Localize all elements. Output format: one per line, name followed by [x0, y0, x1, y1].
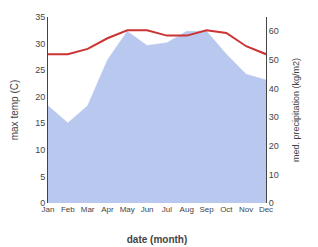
svg-text:10: 10 — [35, 145, 45, 155]
svg-text:50: 50 — [269, 55, 279, 65]
svg-text:30: 30 — [35, 39, 45, 49]
svg-text:20: 20 — [35, 92, 45, 102]
svg-text:15: 15 — [35, 118, 45, 128]
svg-text:10: 10 — [269, 170, 279, 180]
svg-text:40: 40 — [269, 84, 279, 94]
svg-text:max temp (C): max temp (C) — [9, 80, 20, 141]
svg-text:60: 60 — [269, 26, 279, 36]
svg-text:0: 0 — [269, 198, 274, 208]
svg-text:Nov: Nov — [239, 205, 253, 214]
svg-text:25: 25 — [35, 65, 45, 75]
svg-text:date (month): date (month) — [127, 234, 188, 245]
svg-text:35: 35 — [35, 12, 45, 22]
svg-text:med. precipitation (kg/m2): med. precipitation (kg/m2) — [291, 58, 301, 162]
svg-text:Mar: Mar — [81, 205, 95, 214]
svg-text:Jul: Jul — [162, 205, 172, 214]
svg-text:May: May — [120, 205, 135, 214]
svg-text:30: 30 — [269, 112, 279, 122]
svg-text:Jan: Jan — [42, 205, 55, 214]
svg-text:Sep: Sep — [199, 205, 214, 214]
svg-text:Aug: Aug — [180, 205, 194, 214]
svg-text:Jun: Jun — [141, 205, 154, 214]
svg-text:5: 5 — [40, 172, 45, 182]
svg-text:20: 20 — [269, 141, 279, 151]
svg-text:Oct: Oct — [220, 205, 233, 214]
svg-text:0: 0 — [40, 198, 45, 208]
svg-text:Feb: Feb — [61, 205, 75, 214]
svg-text:Apr: Apr — [101, 205, 114, 214]
svg-text:Dec: Dec — [259, 205, 273, 214]
